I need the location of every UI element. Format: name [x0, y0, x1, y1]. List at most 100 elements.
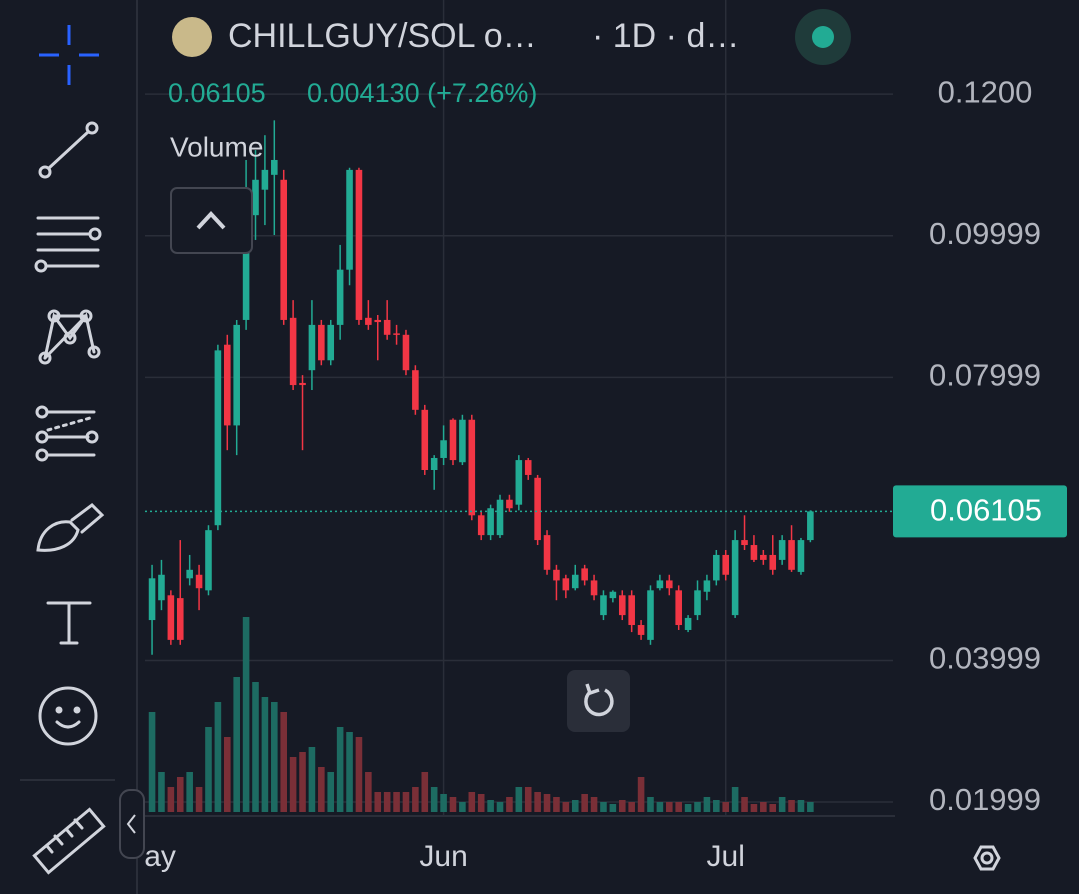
- candle-body: [280, 179, 288, 320]
- symbol-title[interactable]: CHILLGUY/SOL o…: [228, 17, 537, 55]
- volume-bar: [440, 794, 447, 812]
- volume-bar: [280, 712, 288, 812]
- volume-bar: [788, 800, 795, 812]
- emoji-tool[interactable]: [38, 686, 98, 746]
- volume-legend: Volume: [170, 131, 263, 162]
- candle-body: [515, 460, 523, 505]
- pattern-tool[interactable]: [38, 309, 101, 365]
- volume-bar: [581, 794, 588, 812]
- volume-bar: [600, 802, 607, 812]
- volume-bar: [543, 794, 551, 812]
- candle-body: [600, 595, 607, 616]
- candle-body: [308, 324, 316, 371]
- volume-bar: [158, 772, 165, 812]
- candle-body: [336, 269, 344, 325]
- candle-body: [807, 511, 814, 541]
- volume-bar: [412, 787, 419, 812]
- candle-body: [261, 169, 269, 190]
- trend-line-tool[interactable]: [38, 121, 99, 179]
- volume-bar: [402, 792, 410, 812]
- volume-bar: [195, 787, 203, 812]
- volume-bar: [355, 737, 363, 812]
- volume-bar: [590, 797, 598, 812]
- candle-body: [571, 574, 579, 589]
- candle-body: [760, 554, 767, 560]
- candle-body: [148, 578, 156, 621]
- x-tick-label: Jun: [419, 840, 467, 873]
- volume-bar: [628, 802, 635, 812]
- y-tick-label: 0.01999: [929, 782, 1041, 817]
- candle-body: [271, 159, 278, 175]
- y-tick-label: 0.09999: [929, 216, 1041, 251]
- candle-body: [214, 350, 222, 526]
- symbol-avatar: [172, 17, 212, 57]
- candle-body: [289, 317, 297, 386]
- volume-bar: [647, 797, 654, 812]
- candle-body: [618, 595, 626, 616]
- volume-bar: [609, 804, 617, 812]
- candle-body: [402, 334, 410, 371]
- volume-bar: [346, 732, 353, 812]
- volume-bar: [393, 792, 400, 812]
- x-tick-label: ay: [144, 840, 176, 873]
- volume-bar: [449, 797, 457, 812]
- reset-button[interactable]: [567, 670, 630, 732]
- y-tick-label: 0.03999: [929, 641, 1041, 676]
- candle-body: [252, 179, 259, 216]
- volume-bar: [327, 772, 335, 812]
- candle-body: [468, 419, 476, 516]
- last-price-tag: [893, 485, 1067, 538]
- volume-bar: [666, 802, 673, 812]
- candle-body: [440, 440, 447, 458]
- candle-body: [186, 569, 193, 579]
- volume-bar: [205, 727, 212, 812]
- status-indicator[interactable]: [795, 9, 851, 65]
- candle-body: [741, 540, 748, 546]
- candle-body: [797, 540, 805, 572]
- volume-bar: [769, 804, 777, 812]
- candle-body: [506, 499, 513, 509]
- ruler-tool[interactable]: [32, 807, 106, 875]
- candle-body: [637, 625, 645, 635]
- volume-bar: [722, 802, 730, 812]
- volume-bar: [713, 800, 720, 812]
- volume-bar: [271, 702, 278, 812]
- volume-bar: [468, 792, 476, 812]
- candle-body: [205, 530, 212, 591]
- volume-bar: [515, 787, 523, 812]
- volume-bar: [148, 712, 156, 812]
- horizontal-lines-tool[interactable]: [34, 216, 102, 273]
- volume-bar: [233, 677, 240, 812]
- settings-button[interactable]: [973, 845, 1001, 871]
- volume-bar: [618, 800, 626, 812]
- candle-body: [675, 590, 682, 626]
- brush-tool[interactable]: [36, 503, 105, 552]
- candle-body: [412, 370, 419, 410]
- candle-body: [731, 540, 739, 616]
- volume-bar: [374, 792, 382, 812]
- crosshair-tool[interactable]: [39, 25, 99, 85]
- volume-bar: [675, 802, 682, 812]
- candle-body: [233, 324, 240, 426]
- volume-bar: [252, 682, 259, 812]
- volume-bar: [242, 617, 250, 812]
- y-tick-label: 0.1200: [938, 74, 1033, 109]
- candle-body: [430, 457, 438, 471]
- collapse-legend-button[interactable]: [170, 187, 253, 254]
- fib-tool[interactable]: [35, 405, 99, 462]
- y-tick-label: 0.07999: [929, 358, 1041, 393]
- candle-body: [355, 169, 363, 320]
- candle-body: [487, 508, 494, 536]
- candle-body: [195, 574, 203, 589]
- volume-bar: [336, 727, 344, 812]
- text-tool[interactable]: [46, 601, 92, 645]
- toolbar: [20, 25, 145, 875]
- header-price: 0.06105: [168, 78, 266, 108]
- volume-bar: [571, 800, 579, 812]
- candle-body: [590, 580, 598, 596]
- volume-bar: [741, 797, 748, 812]
- interval[interactable]: · 1D · d…: [592, 17, 739, 55]
- collapse-button[interactable]: [119, 789, 145, 859]
- candle-body: [581, 568, 588, 581]
